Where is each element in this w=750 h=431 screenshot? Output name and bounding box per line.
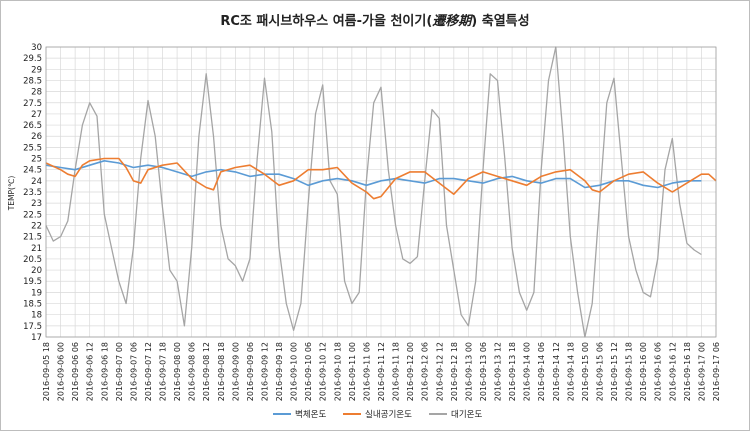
x-tick-label: 2016-09-15 18 <box>625 342 634 401</box>
chart-title-emphasis: 遷移期 <box>432 13 473 29</box>
x-tick-label: 2016-09-11 06 <box>362 342 371 401</box>
gridlines <box>45 46 717 338</box>
y-tick-label: 28 <box>31 88 42 98</box>
legend: 벽체온도 실내공기온도 대기온도 <box>273 409 482 420</box>
x-tick-label: 2016-09-10 18 <box>333 342 342 401</box>
y-tick-label: 21.5 <box>23 233 42 243</box>
series-line-1 <box>45 157 717 200</box>
y-tick-label: 19.5 <box>23 277 42 287</box>
x-tick-label: 2016-09-17 00 <box>697 342 706 401</box>
y-tick-label: 25 <box>31 155 42 165</box>
x-tick-label: 2016-09-13 06 <box>479 342 488 401</box>
x-tick-label: 2016-09-15 12 <box>610 342 619 401</box>
x-tick-label: 2016-09-09 06 <box>246 342 255 401</box>
y-tick-label: 30 <box>31 43 42 53</box>
x-tick-label: 2016-09-09 00 <box>231 342 240 401</box>
y-tick-label: 29 <box>31 65 42 75</box>
x-tick-label: 2016-09-12 06 <box>421 342 430 401</box>
x-tick-label: 2016-09-13 00 <box>464 342 473 401</box>
x-tick-label: 2016-09-08 18 <box>217 342 226 401</box>
y-tick-label: 28.5 <box>23 76 42 86</box>
x-tick-label: 2016-09-16 18 <box>683 342 692 401</box>
x-tick-label: 2016-09-12 00 <box>406 342 415 401</box>
y-axis-label: TEMP(℃) <box>7 176 16 212</box>
series-line-0 <box>45 160 702 189</box>
x-tick-label: 2016-09-15 06 <box>595 342 604 401</box>
chart-title: RC조 패시브하우스 여름-가을 천이기(遷移期) 축열특성 <box>220 13 529 29</box>
x-tick-label: 2016-09-15 00 <box>581 342 590 401</box>
y-tick-label: 24 <box>31 177 42 187</box>
x-tick-label: 2016-09-08 06 <box>188 342 197 401</box>
x-tick-label: 2016-09-09 12 <box>260 342 269 401</box>
y-tick-label: 26 <box>31 132 42 142</box>
legend-label: 벽체온도 <box>295 409 326 420</box>
y-tick-label: 27 <box>31 110 42 120</box>
y-tick-label: 20.5 <box>23 255 42 265</box>
x-tick-label: 2016-09-10 12 <box>319 342 328 401</box>
x-tick-label: 2016-09-13 12 <box>494 342 503 401</box>
y-tick-label: 29.5 <box>23 54 42 64</box>
x-tick-label: 2016-09-06 06 <box>71 342 80 401</box>
x-tick-label: 2016-09-16 12 <box>668 342 677 401</box>
x-tick-label: 2016-09-12 18 <box>450 342 459 401</box>
y-tick-label: 20 <box>31 266 42 276</box>
y-tick-label: 18 <box>31 311 42 321</box>
x-tick-label: 2016-09-08 12 <box>202 342 211 401</box>
x-tick-label: 2016-09-06 12 <box>86 342 95 401</box>
y-tick-label: 25.5 <box>23 143 42 153</box>
y-tick-label: 27.5 <box>23 99 42 109</box>
x-tick-label: 2016-09-06 18 <box>100 342 109 401</box>
legend-label: 대기온도 <box>451 410 482 420</box>
x-tick-label: 2016-09-07 00 <box>115 342 124 401</box>
x-tick-label: 2016-09-09 18 <box>275 342 284 401</box>
x-tick-label: 2016-09-10 00 <box>290 342 299 401</box>
x-tick-label: 2016-09-14 18 <box>566 342 575 401</box>
x-tick-label: 2016-09-11 18 <box>392 342 401 401</box>
x-tick-label: 2016-09-16 06 <box>654 342 663 401</box>
y-tick-label: 18.5 <box>23 300 42 310</box>
y-tick-label: 23.5 <box>23 188 42 198</box>
x-tick-label: 2016-09-13 18 <box>508 342 517 401</box>
x-tick-label: 2016-09-10 06 <box>304 342 313 401</box>
x-tick-label: 2016-09-08 00 <box>173 342 182 401</box>
x-tick-label: 2016-09-12 12 <box>435 342 444 401</box>
x-tick-label: 2016-09-05 18 <box>42 342 51 401</box>
x-tick-label: 2016-09-07 06 <box>129 342 138 401</box>
x-tick-label: 2016-09-07 12 <box>144 342 153 401</box>
x-tick-label: 2016-09-06 00 <box>57 342 66 401</box>
y-tick-label: 21 <box>31 244 42 254</box>
y-tick-label: 17 <box>31 333 42 343</box>
x-tick-label: 2016-09-07 18 <box>159 342 168 401</box>
y-tick-label: 23 <box>31 199 42 209</box>
y-tick-label: 19 <box>31 288 42 298</box>
plot-border <box>45 46 717 338</box>
y-tick-label: 26.5 <box>23 121 42 131</box>
x-axis-ticks: 2016-09-05 18 2016-09-06 00 2016-09-06 06 2… <box>42 342 721 401</box>
y-tick-label: 17.5 <box>23 322 42 332</box>
chart-title-suffix: ) 축열특성 <box>471 13 529 29</box>
x-tick-label: 2016-09-17 06 <box>712 342 721 401</box>
x-tick-label: 2016-09-14 06 <box>537 342 546 401</box>
series-line-2 <box>45 46 702 338</box>
legend-label: 실내공기온도 <box>365 409 412 420</box>
x-tick-label: 2016-09-16 00 <box>639 342 648 401</box>
y-tick-label: 22.5 <box>23 210 42 220</box>
y-tick-label: 22 <box>31 221 42 231</box>
x-tick-label: 2016-09-14 12 <box>552 342 561 401</box>
x-tick-label: 2016-09-14 00 <box>523 342 532 401</box>
x-tick-label: 2016-09-11 12 <box>377 342 386 401</box>
x-tick-label: 2016-09-11 00 <box>348 342 357 401</box>
series-lines <box>45 46 717 338</box>
chart-title-prefix: RC조 패시브하우스 여름-가을 천이기( <box>220 13 432 29</box>
y-tick-label: 24.5 <box>23 166 42 176</box>
